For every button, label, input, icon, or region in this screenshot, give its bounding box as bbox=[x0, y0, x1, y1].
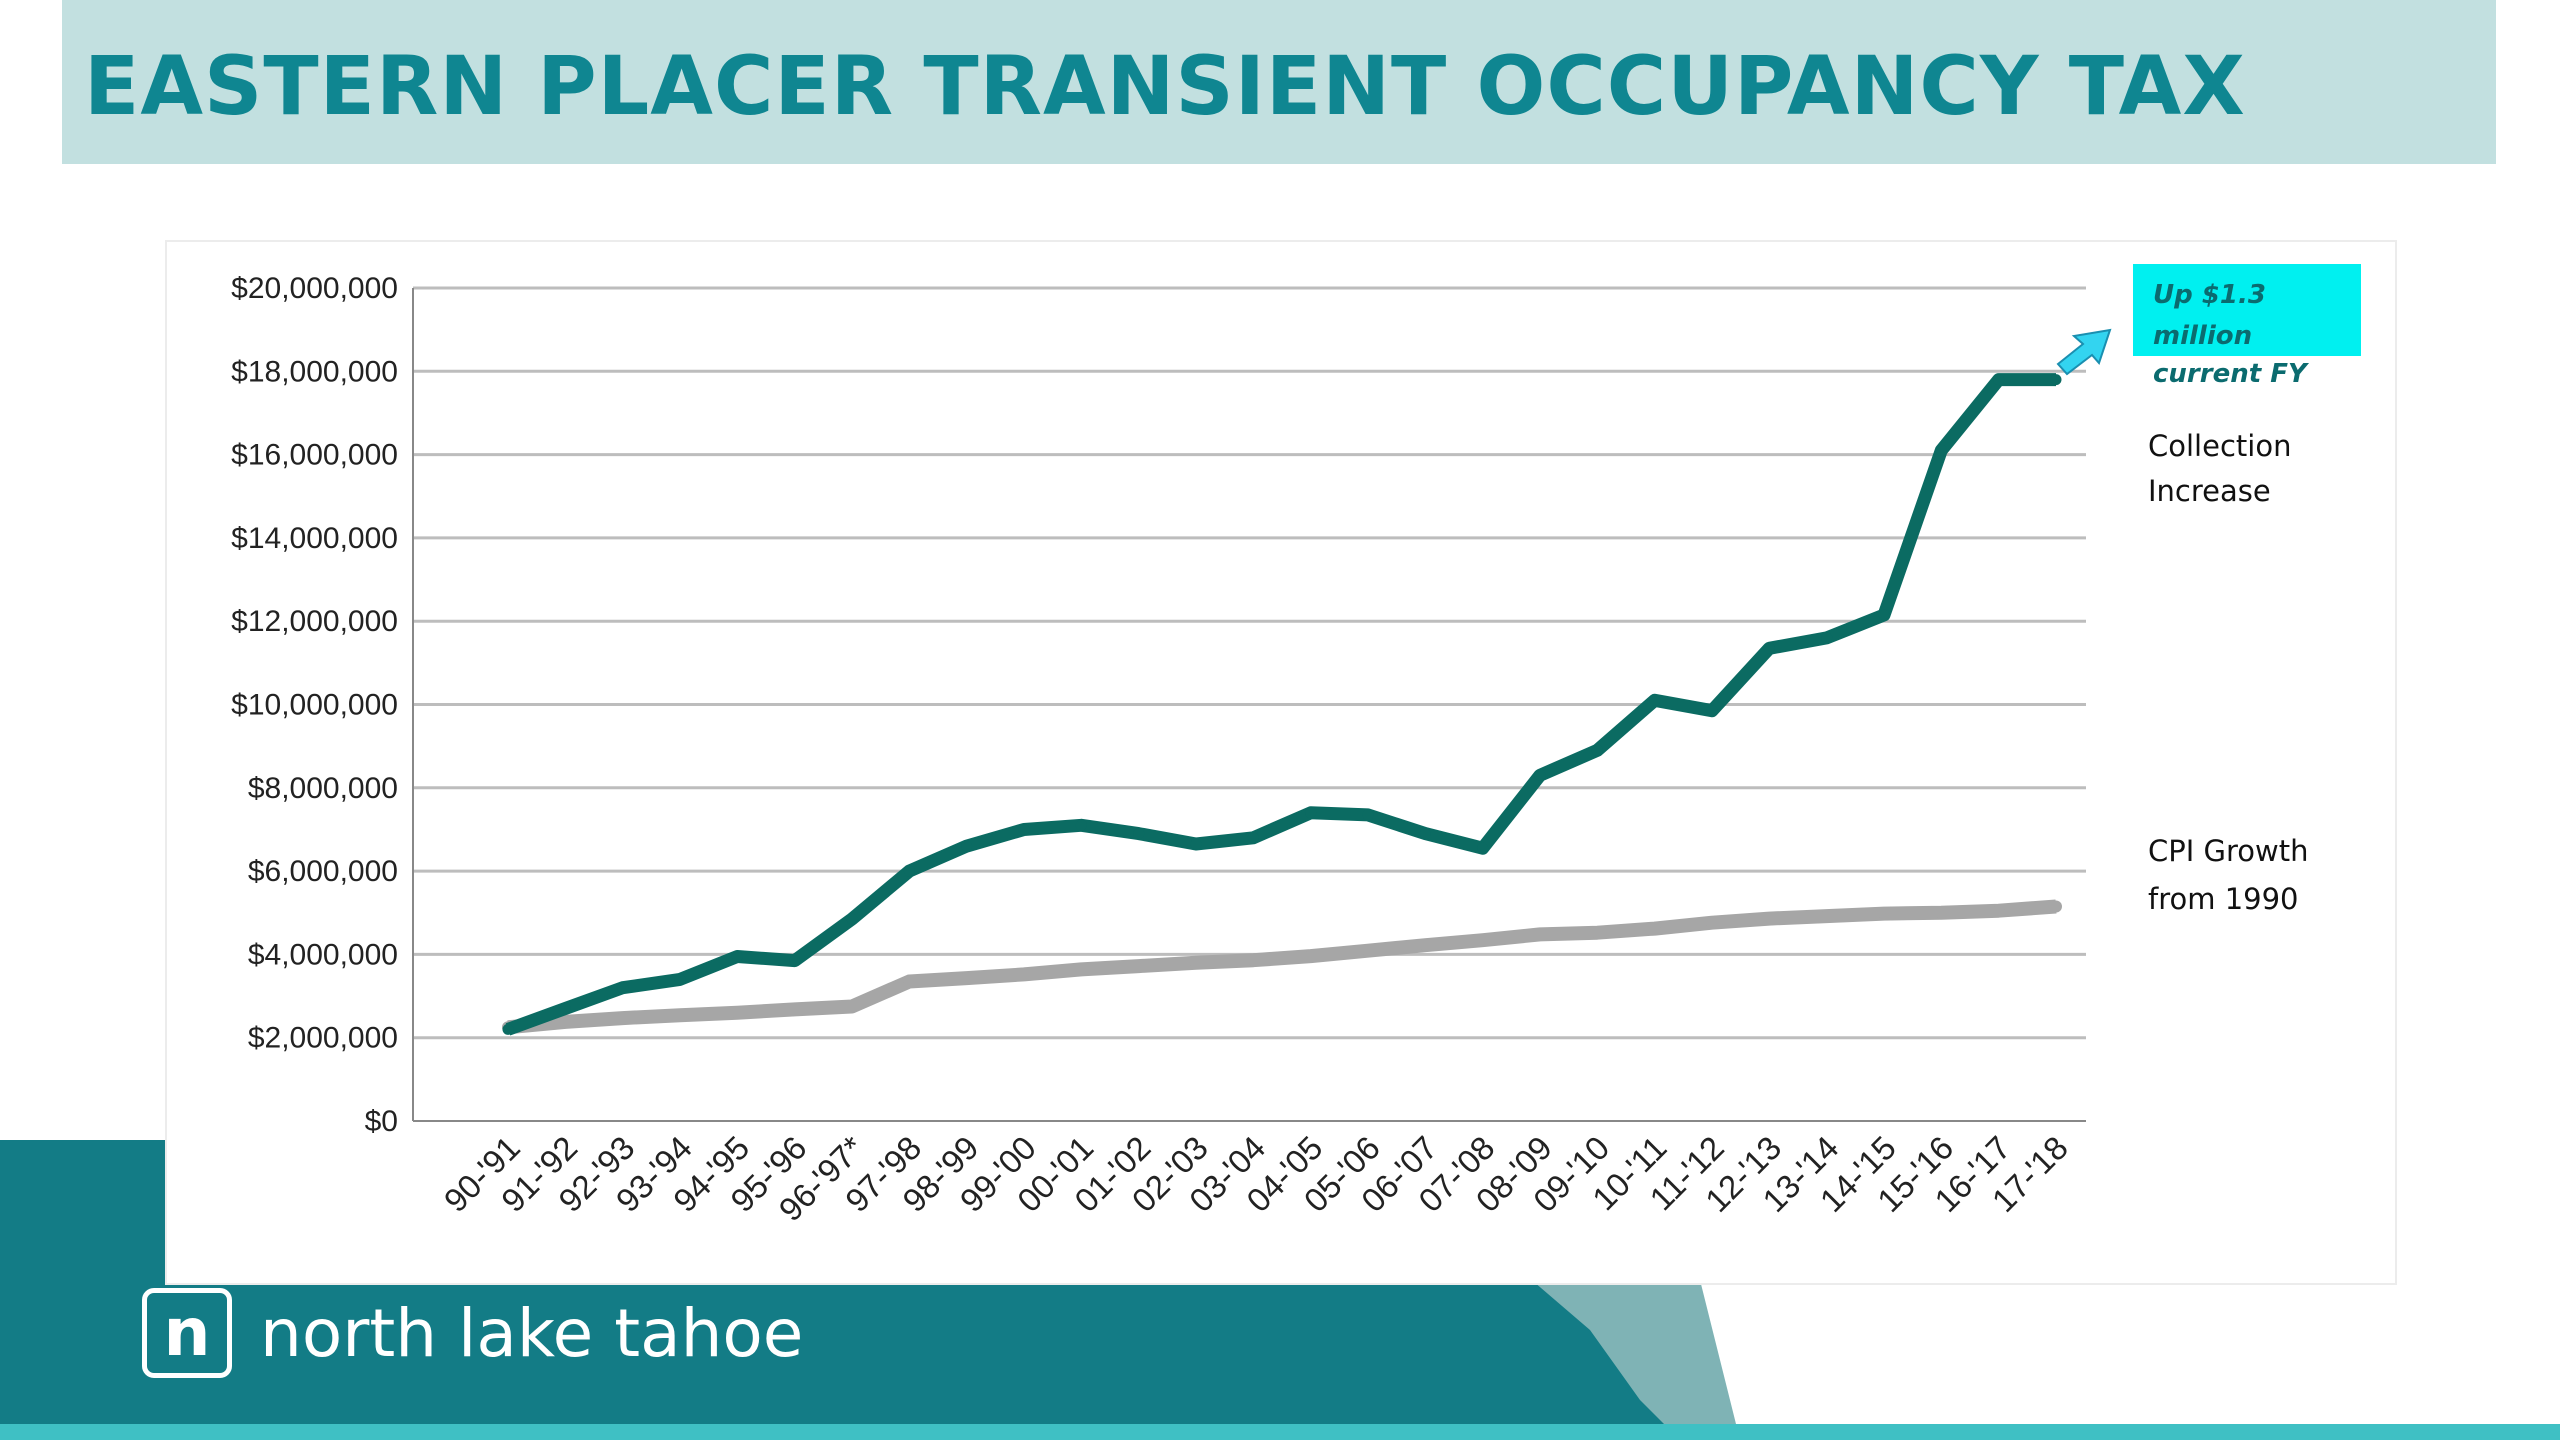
brand-name: north lake tahoe bbox=[260, 1294, 804, 1372]
cpi-data-point bbox=[1763, 912, 1776, 925]
cpi-data-point bbox=[559, 1015, 572, 1028]
collection-data-point bbox=[559, 1003, 571, 1015]
y-tick-label: $12,000,000 bbox=[231, 605, 398, 638]
y-tick-label: $20,000,000 bbox=[231, 272, 398, 305]
cpi-data-point bbox=[674, 1009, 686, 1022]
collection-data-point bbox=[1419, 828, 1431, 840]
y-tick-label: $0 bbox=[365, 1105, 398, 1138]
collection-label-1: Collection bbox=[2148, 429, 2291, 463]
cpi-data-point bbox=[1992, 904, 2005, 917]
cpi-series-line bbox=[507, 899, 2057, 1035]
bottom-accent-bar bbox=[0, 1424, 2560, 1440]
cpi-data-point bbox=[1935, 906, 1948, 919]
cpi-data-point bbox=[846, 1000, 858, 1013]
collection-data-point bbox=[961, 840, 973, 852]
collection-data-point bbox=[1362, 809, 1374, 821]
collection-data-point bbox=[1247, 832, 1259, 844]
cpi-data-point bbox=[1706, 916, 1718, 929]
collection-data-point bbox=[1649, 694, 1661, 706]
collection-data-point bbox=[846, 913, 858, 925]
collection-data-point bbox=[1075, 819, 1087, 831]
cpi-data-point bbox=[788, 1003, 801, 1016]
y-tick-label: $18,000,000 bbox=[231, 355, 398, 388]
collection-data-point bbox=[1133, 828, 1145, 840]
cpi-data-point bbox=[1476, 934, 1489, 947]
collection-data-point bbox=[502, 1023, 514, 1035]
collection-data-point bbox=[1821, 632, 1833, 644]
chart-frame bbox=[165, 240, 2397, 1285]
series-layer bbox=[502, 373, 2062, 1036]
collection-data-point bbox=[1935, 444, 1947, 456]
collection-data-point bbox=[1878, 609, 1890, 621]
cpi-data-point bbox=[616, 1012, 629, 1025]
cpi-data-point bbox=[731, 1006, 744, 1019]
callout-line-1: Up $1.3 bbox=[2153, 280, 2266, 310]
cpi-data-point bbox=[1534, 928, 1546, 941]
callout-line-3: current FY bbox=[2153, 359, 2310, 389]
brand-badge-icon: n bbox=[142, 1288, 232, 1378]
y-tick-label: $2,000,000 bbox=[248, 1022, 398, 1055]
cpi-data-point bbox=[1820, 910, 1833, 923]
cpi-data-point bbox=[1304, 950, 1317, 963]
brand-logo: n north lake tahoe bbox=[142, 1285, 803, 1381]
y-tick-label: $10,000,000 bbox=[231, 689, 398, 722]
x-tick-labels: 90-'9191-'9292-'9393-'9494-'9595-'9696-'… bbox=[437, 1129, 2075, 1228]
collection-label-2: Increase bbox=[2148, 474, 2271, 508]
collection-data-point bbox=[1591, 744, 1603, 756]
y-tick-labels: $0 $2,000,000 $4,000,000 $6,000,000 $8,000,0… bbox=[231, 272, 398, 1138]
grid-layer bbox=[413, 286, 2086, 1040]
collection-data-point bbox=[903, 865, 915, 877]
collection-data-point bbox=[674, 973, 686, 985]
cpi-data-point bbox=[903, 975, 916, 988]
collection-series-line bbox=[505, 373, 2056, 1036]
cpi-data-point bbox=[1132, 960, 1145, 973]
collection-data-point bbox=[789, 955, 801, 967]
y-tick-label: $4,000,000 bbox=[248, 938, 398, 971]
collection-data-point bbox=[1706, 705, 1718, 717]
collection-data-point bbox=[1763, 642, 1775, 654]
callout-line-2: million bbox=[2153, 321, 2252, 351]
collection-data-point bbox=[617, 982, 629, 994]
y-tick-label: $8,000,000 bbox=[248, 772, 398, 805]
cpi-data-point bbox=[1878, 907, 1890, 920]
y-tick-label: $16,000,000 bbox=[231, 439, 398, 472]
up-arrow-icon bbox=[2056, 328, 2112, 376]
collection-data-point bbox=[1018, 823, 1030, 835]
collection-data-point bbox=[1305, 807, 1317, 819]
collection-data-point bbox=[731, 950, 743, 962]
collection-data-point bbox=[1190, 838, 1202, 850]
callout-box bbox=[2133, 264, 2361, 356]
cpi-data-point bbox=[1591, 926, 1604, 939]
collection-data-point bbox=[2050, 374, 2062, 386]
cpi-data-point bbox=[960, 972, 973, 985]
cpi-data-point bbox=[1075, 963, 1088, 976]
title-band: EASTERN PLACER TRANSIENT OCCUPANCY TAX bbox=[62, 0, 2496, 164]
cpi-data-point bbox=[1247, 954, 1260, 967]
collection-data-point bbox=[1477, 842, 1489, 854]
cpi-data-point bbox=[1362, 944, 1374, 957]
axis-layer bbox=[412, 288, 2086, 1122]
cpi-label-1: CPI Growth bbox=[2148, 834, 2308, 868]
cpi-data-point bbox=[2050, 900, 2062, 913]
cpi-data-point bbox=[1648, 922, 1661, 935]
collection-data-point bbox=[1993, 374, 2005, 386]
cpi-data-point bbox=[1419, 939, 1432, 952]
mountain-left-ridge bbox=[0, 1140, 165, 1440]
page-title: EASTERN PLACER TRANSIENT OCCUPANCY TAX bbox=[84, 40, 2246, 134]
y-tick-label: $14,000,000 bbox=[231, 522, 398, 555]
cpi-data-point bbox=[1190, 956, 1202, 969]
y-tick-label: $6,000,000 bbox=[248, 855, 398, 888]
cpi-label-2: from 1990 bbox=[2148, 882, 2299, 916]
collection-data-point bbox=[1534, 769, 1546, 781]
cpi-data-point bbox=[1018, 968, 1030, 981]
